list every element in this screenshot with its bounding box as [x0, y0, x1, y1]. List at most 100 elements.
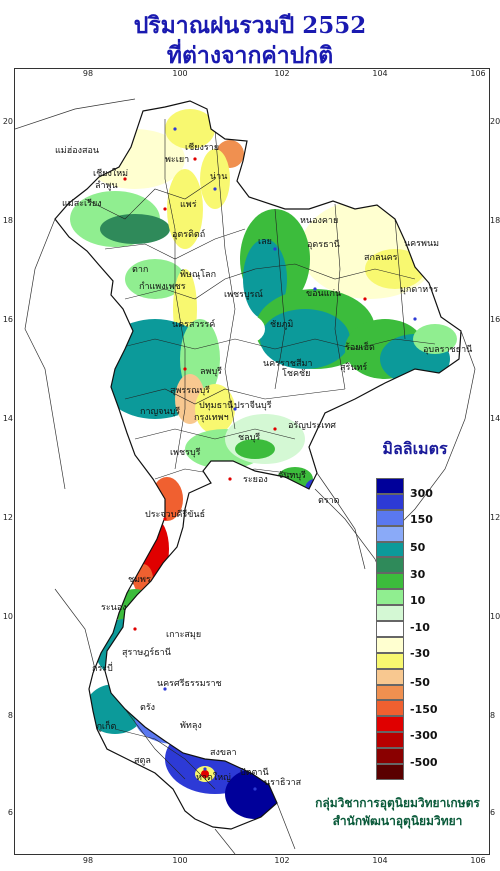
province-label: ชลบุรี — [238, 433, 261, 443]
province-label: ปราจีนบุรี — [234, 401, 272, 411]
province-label: หาดใหญ่ — [196, 773, 231, 783]
lon-label-top: 106 — [470, 69, 486, 78]
lon-label-bottom: 102 — [274, 856, 290, 865]
lat-label-left: 10 — [2, 612, 13, 621]
province-label: เชียงใหม่ — [93, 169, 129, 179]
legend-swatch — [376, 684, 404, 701]
lon-label-top: 102 — [274, 69, 290, 78]
province-label: ปทุมธานี — [199, 401, 234, 411]
lat-label-left: 8 — [7, 711, 13, 720]
province-label: กระบี่ — [92, 664, 113, 674]
province-label: ระนอง — [101, 603, 127, 613]
province-label: สกลนคร — [364, 253, 398, 263]
province-label: กำแพงเพชร — [139, 282, 186, 292]
legend-label: -500 — [410, 756, 438, 769]
province-label: แม่สะเรียง — [62, 199, 102, 209]
legend-label: -30 — [410, 647, 430, 660]
map-frame — [14, 68, 490, 855]
province-label: สงขลา — [210, 748, 237, 758]
legend-swatch — [376, 525, 404, 542]
lon-label-bottom: 100 — [172, 856, 188, 865]
province-label: หนองคาย — [300, 216, 339, 226]
province-label: แพร่ — [180, 200, 197, 210]
legend-label: 300 — [410, 487, 433, 500]
lat-label-left: 14 — [2, 414, 13, 423]
legend-title: มิลลิเมตร — [382, 439, 448, 458]
province-label: สุพรรณบุรี — [170, 386, 210, 396]
lat-label-right: 18 — [490, 216, 500, 225]
lat-label-left: 12 — [2, 513, 13, 522]
country-outline — [54, 100, 462, 830]
province-label: เลย — [258, 237, 272, 247]
province-label: ประจวบคีรีขันธ์ — [145, 510, 206, 520]
lat-label-right: 10 — [490, 612, 500, 621]
province-label: ปัตตานี — [240, 768, 269, 778]
lat-label-left: 6 — [7, 808, 13, 817]
legend-label: -150 — [410, 703, 438, 716]
province-label: ชุมพร — [128, 575, 151, 585]
province-label: เกาะสมุย — [166, 630, 202, 640]
province-label: เพชรบูรณ์ — [224, 290, 263, 300]
legend-swatch — [376, 621, 404, 637]
province-label: ภูเก็ต — [96, 722, 117, 732]
province-label: ตราด — [318, 496, 340, 506]
province-label: ตรัง — [140, 703, 156, 713]
province-label: นครพนม — [404, 239, 440, 249]
province-label: พิษณุโลก — [180, 270, 217, 280]
lat-label-right: 8 — [490, 711, 496, 720]
province-label: เชียงราย — [185, 143, 220, 153]
legend-swatch — [376, 732, 404, 749]
province-label: มุกดาหาร — [400, 285, 439, 295]
province-label: นครศรีธรรมราช — [157, 679, 222, 689]
province-label: พัทลุง — [180, 721, 202, 731]
map-title: ปริมาณฝนรวมปี 2552 — [133, 12, 367, 39]
legend-swatch — [376, 652, 404, 669]
legend-swatch — [376, 573, 404, 590]
lon-label-top: 104 — [372, 69, 388, 78]
legend-swatch — [376, 636, 404, 653]
province-label: ระยอง — [243, 475, 268, 485]
legend-swatch — [376, 478, 404, 494]
legend-swatch — [376, 716, 404, 733]
province-label: ขอนแก่น — [306, 289, 342, 299]
province-label: กาญจนบุรี — [140, 407, 181, 417]
legend-label: -10 — [410, 621, 430, 634]
province-label: อุตรดิตถ์ — [172, 230, 206, 240]
lon-label-bottom: 106 — [470, 856, 486, 865]
legend-swatch — [376, 764, 404, 780]
province-label: ร้อยเอ็ด — [345, 343, 375, 353]
province-label: ลพบุรี — [200, 367, 222, 377]
lat-label-left: 20 — [2, 117, 13, 126]
legend-color-bar — [376, 478, 404, 780]
credit-line-2: สำนักพัฒนาอุตุนิยมวิทยา — [332, 814, 463, 828]
province-label: สุราษฎร์ธานี — [122, 648, 171, 658]
lat-label-left: 16 — [2, 315, 13, 324]
legend-swatch — [376, 748, 404, 765]
legend-swatch — [376, 557, 404, 574]
lon-label-top: 98 — [82, 69, 94, 78]
legend-swatch — [376, 493, 404, 510]
legend-swatch — [376, 541, 404, 558]
lat-label-right: 12 — [490, 513, 500, 522]
lat-label-right: 16 — [490, 315, 500, 324]
province-label: สุรินทร์ — [340, 363, 368, 373]
legend-label: 150 — [410, 513, 433, 526]
lon-label-top: 100 — [172, 69, 188, 78]
legend-swatch — [376, 668, 404, 685]
legend-swatch — [376, 509, 404, 526]
lon-label-bottom: 98 — [82, 856, 94, 865]
legend-label: -300 — [410, 729, 438, 742]
province-label: อุดรธานี — [307, 240, 340, 250]
legend-swatch — [376, 700, 404, 717]
legend-swatch — [376, 589, 404, 606]
legend-label: 50 — [410, 541, 426, 554]
province-label: นครสวรรค์ — [172, 320, 216, 330]
province-label: โชคชัย — [282, 369, 311, 379]
province-label: กรุงเทพฯ — [194, 413, 229, 423]
legend-label: 10 — [410, 594, 426, 607]
province-label: ชัยภูมิ — [270, 320, 294, 330]
province-label: พะเยา — [165, 155, 190, 165]
lat-label-right: 6 — [490, 808, 496, 817]
legend-label: 30 — [410, 568, 426, 581]
map-subtitle: ที่ต่างจากค่าปกติ — [166, 42, 334, 69]
